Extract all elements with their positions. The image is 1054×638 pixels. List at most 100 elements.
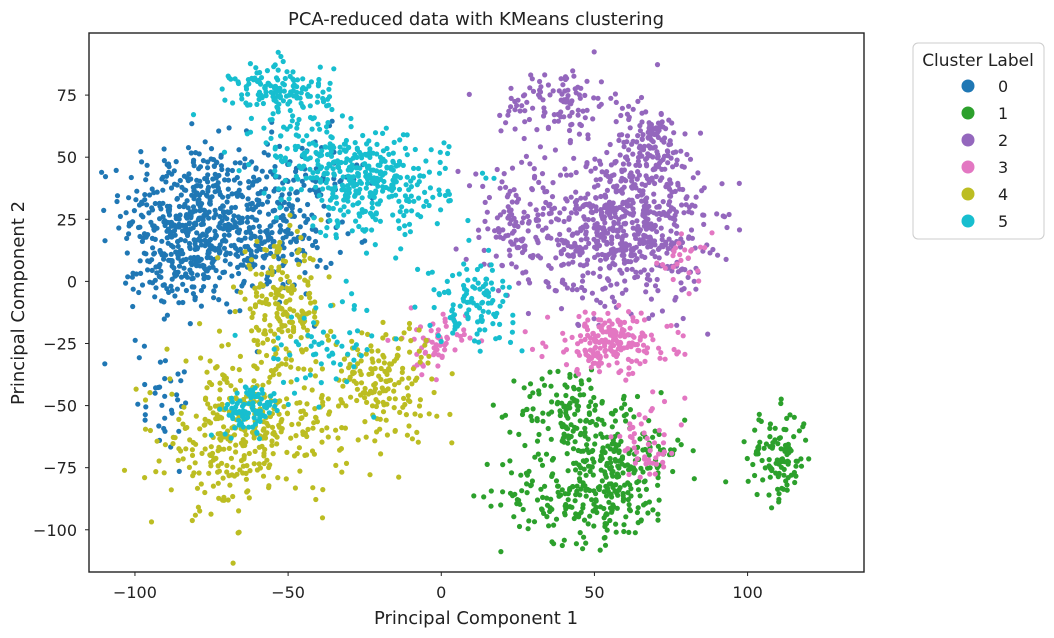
data-point <box>279 323 285 329</box>
data-point <box>189 121 195 127</box>
data-point <box>632 274 638 281</box>
data-point <box>302 375 309 381</box>
data-point <box>539 506 545 512</box>
data-point <box>676 240 682 246</box>
data-point <box>283 361 289 367</box>
data-point <box>471 338 478 344</box>
data-point <box>604 460 610 466</box>
data-point <box>307 166 313 172</box>
data-point <box>572 439 578 445</box>
data-point <box>616 137 622 143</box>
data-point <box>654 149 660 155</box>
data-point <box>392 427 398 434</box>
data-point <box>599 169 605 175</box>
data-point <box>359 330 365 336</box>
legend-frame <box>912 42 1045 240</box>
data-point <box>626 309 632 315</box>
data-point <box>378 365 384 372</box>
data-point <box>660 451 666 457</box>
data-point <box>590 472 596 478</box>
data-point <box>124 250 130 256</box>
data-point <box>617 152 623 158</box>
data-point <box>436 291 442 297</box>
data-point <box>117 213 123 219</box>
data-point <box>406 375 412 381</box>
data-point <box>224 462 230 469</box>
data-point <box>267 223 273 229</box>
data-point <box>582 336 588 343</box>
data-point <box>442 319 448 325</box>
data-point <box>285 328 291 334</box>
data-point <box>371 389 377 395</box>
data-point <box>535 240 541 246</box>
data-point <box>447 411 453 417</box>
data-point <box>220 475 226 481</box>
data-point <box>422 342 428 348</box>
data-point <box>601 489 607 495</box>
data-point <box>598 317 604 323</box>
data-point <box>199 242 205 248</box>
data-point <box>323 264 329 271</box>
data-point <box>278 53 284 60</box>
data-point <box>528 413 534 419</box>
data-point <box>295 366 301 372</box>
data-point <box>287 286 293 292</box>
data-point <box>599 417 605 423</box>
data-point <box>225 497 231 503</box>
data-point <box>655 154 661 160</box>
data-point <box>691 476 697 482</box>
data-point <box>307 255 313 261</box>
data-point <box>562 337 568 343</box>
data-point <box>457 303 463 309</box>
data-point <box>597 353 603 359</box>
data-point <box>338 368 345 374</box>
data-point <box>306 83 312 89</box>
data-point <box>628 493 634 499</box>
data-point <box>235 80 242 87</box>
data-point <box>190 275 196 281</box>
data-point <box>709 230 715 236</box>
data-point <box>246 495 252 501</box>
data-point <box>278 419 284 425</box>
data-point <box>428 147 434 153</box>
data-point <box>386 151 392 157</box>
data-point <box>308 300 314 306</box>
data-point <box>296 421 302 427</box>
data-point <box>274 154 280 160</box>
data-point <box>277 239 283 245</box>
data-point <box>584 446 590 453</box>
data-point <box>566 127 573 134</box>
data-point <box>143 177 149 183</box>
data-point <box>682 247 688 253</box>
data-point <box>465 217 471 224</box>
data-point <box>235 247 241 254</box>
data-point <box>571 460 577 466</box>
data-point <box>364 347 370 353</box>
data-point <box>775 441 781 447</box>
data-point <box>260 473 267 479</box>
data-point <box>480 183 486 189</box>
data-point <box>250 224 256 230</box>
data-point <box>637 227 644 233</box>
data-point <box>278 227 284 233</box>
data-point <box>657 177 663 183</box>
data-point <box>669 450 675 456</box>
data-point <box>295 197 301 203</box>
data-point <box>224 199 230 205</box>
data-point <box>595 182 601 188</box>
data-point <box>608 162 615 168</box>
data-point <box>637 162 643 169</box>
data-point <box>224 401 231 408</box>
data-point <box>125 274 131 280</box>
data-point <box>333 194 339 200</box>
data-point <box>674 322 680 328</box>
data-point <box>293 146 299 153</box>
data-point <box>188 150 194 156</box>
data-point <box>531 166 537 172</box>
data-point <box>163 179 169 185</box>
data-point <box>409 436 415 442</box>
data-point <box>274 407 280 414</box>
data-point <box>541 105 547 111</box>
data-point <box>479 299 486 305</box>
data-point <box>101 207 107 213</box>
